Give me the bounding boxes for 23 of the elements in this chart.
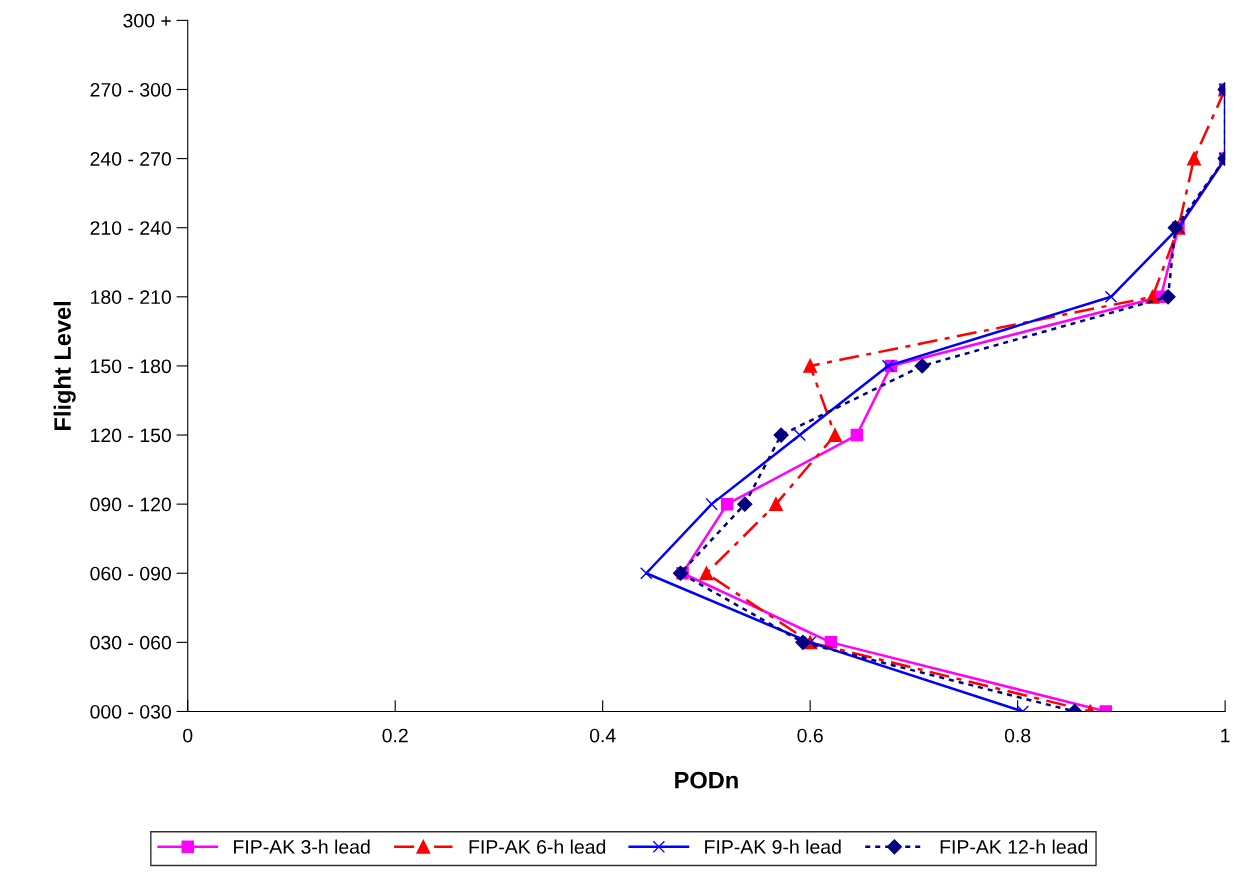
legend-label: FIP-AK 3-h lead <box>234 839 370 854</box>
x-tick-label: 1 <box>1221 728 1230 743</box>
y-tick-label: 180 - 210 <box>91 290 171 305</box>
legend-label: FIP-AK 12-h lead <box>940 839 1088 854</box>
y-tick-label: 300 + <box>123 13 171 28</box>
x-tick-label: 0.6 <box>797 728 823 743</box>
y-tick-label: 000 - 030 <box>90 704 171 719</box>
y-tick-label: 210 - 240 <box>90 221 171 235</box>
y-tick-label: 090 - 120 <box>90 497 171 512</box>
y-tick-label: 030 - 060 <box>90 635 171 650</box>
y-tick-label: 120 - 150 <box>91 428 171 443</box>
x-axis-title: PODn <box>675 771 738 789</box>
x-tick-label: 0 <box>183 728 193 743</box>
x-tick-label: 0.4 <box>589 728 616 743</box>
y-tick-label: 150 - 180 <box>91 359 171 374</box>
y-tick-label: 270 - 300 <box>90 82 171 97</box>
y-axis-title: Flight Level <box>53 301 76 430</box>
x-tick-label: 0.2 <box>382 728 408 743</box>
legend-label: FIP-AK 9-h lead <box>705 839 841 854</box>
y-tick-label: 060 - 090 <box>90 566 171 581</box>
legend-label: FIP-AK 6-h lead <box>469 839 606 854</box>
x-tick-label: 0.8 <box>1004 728 1031 743</box>
y-tick-label: 240 - 270 <box>90 152 171 166</box>
